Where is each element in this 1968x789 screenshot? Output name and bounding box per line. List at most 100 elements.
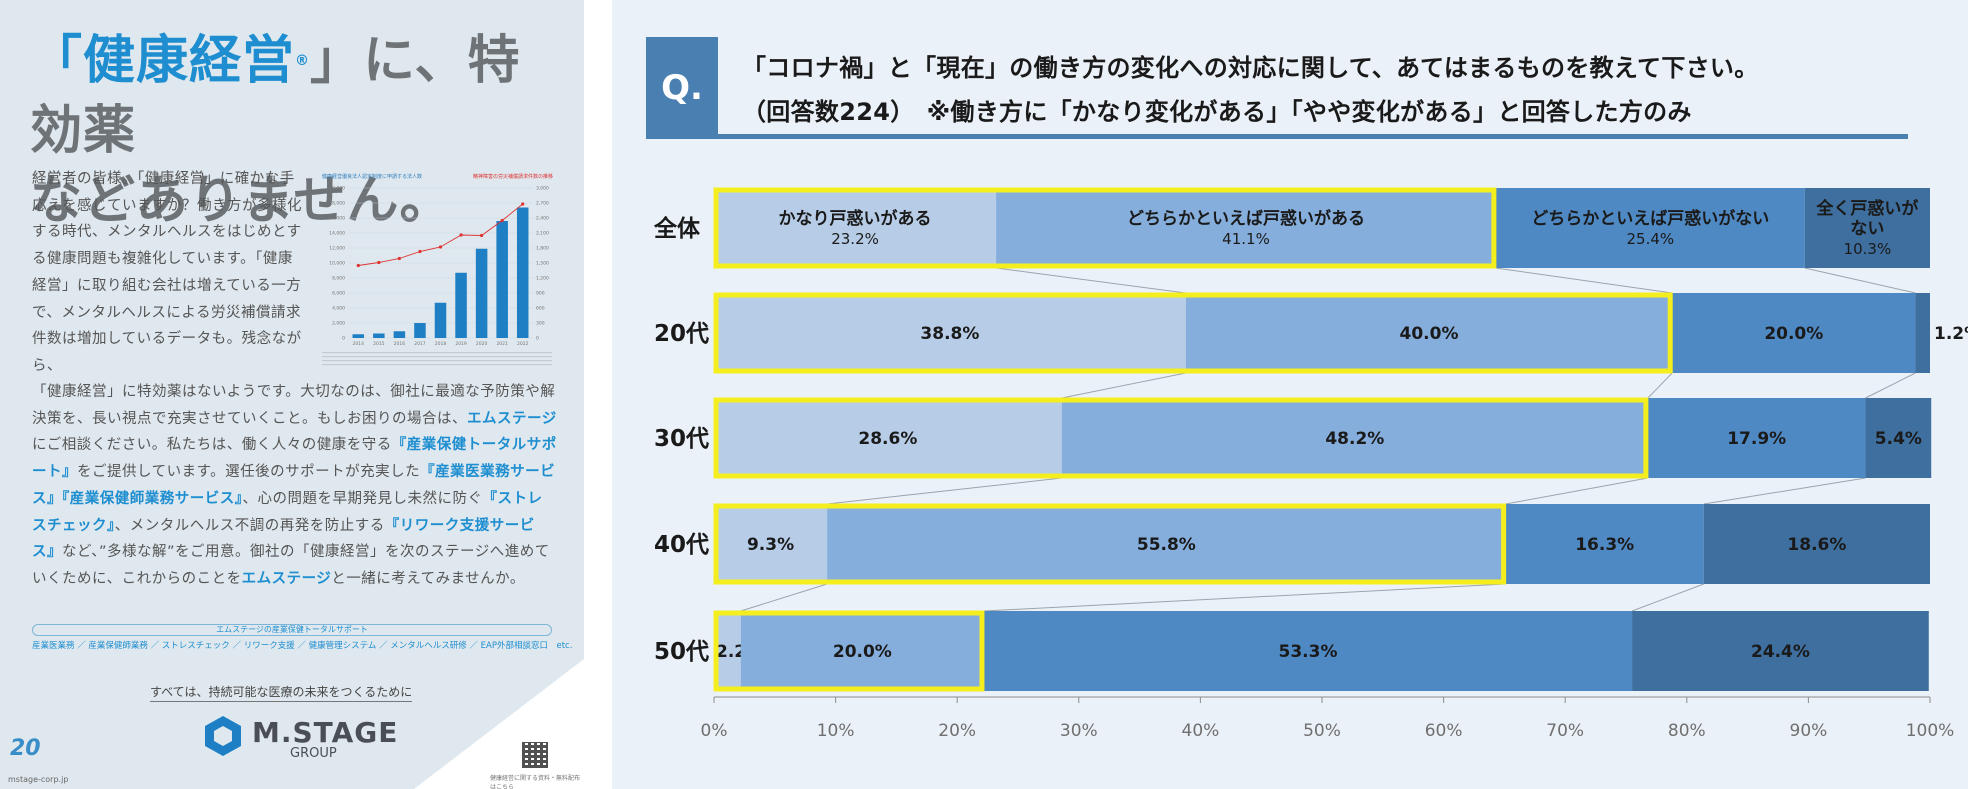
mini-footnote-line (322, 364, 552, 366)
x-tick-label: 70% (1546, 721, 1584, 741)
bar-segment (740, 611, 984, 691)
mini-left-tick: 16,000 (329, 216, 345, 222)
mini-left-tick: 18,000 (329, 201, 345, 207)
connector-line (996, 267, 1186, 294)
mini-left-tick: 14,000 (329, 231, 345, 237)
question-line-2: （回答数224） ※働き方に「かなり変化がある」「やや変化がある」と回答した方の… (742, 98, 1692, 126)
mini-left-tick: 8,000 (332, 276, 345, 282)
segment-value-label: 17.9% (1727, 429, 1786, 449)
mstage-logo: M.STAGE GROUP (202, 714, 397, 762)
mini-left-tick: 10,000 (329, 261, 345, 267)
segment-series-name: どちらかといえば戸惑いがない (1531, 208, 1769, 229)
question-text: 「コロナ禍」と「現在」の働き方の変化への対応に関して、あてはまるものを教えて下さ… (742, 46, 1922, 134)
x-tick-label: 50% (1303, 721, 1341, 741)
mini-bar (496, 221, 508, 338)
connector-line (1865, 372, 1916, 399)
connector-line (1804, 267, 1916, 294)
mini-year-label: 2020 (476, 341, 488, 347)
x-tick-label: 10% (817, 721, 855, 741)
x-tick-label: 90% (1790, 721, 1828, 741)
bar-segment (1061, 398, 1648, 478)
x-tick-label: 60% (1425, 721, 1463, 741)
highlight-frame (713, 397, 1649, 479)
mini-bar (414, 323, 426, 338)
body-highlight: 『産業医業務サービス』『産業保健師業務サービス』 (32, 464, 556, 507)
mini-left-tick: 2,000 (332, 321, 345, 327)
category-label: 40代 (654, 532, 709, 558)
body-text: 、メンタルヘルス不調の再発を防止する (114, 517, 385, 534)
headline-line2: などありません。 (30, 171, 453, 231)
segment-value-label: 18.6% (1787, 535, 1846, 555)
x-tick-label: 100% (1906, 721, 1955, 741)
mini-line-point (438, 245, 443, 249)
x-tick-label: 80% (1668, 721, 1706, 741)
ad-body-paragraph-1: 経営者の皆様。「健康経営」に確かな手応えを感じていますか？働き方が多様化する時代… (32, 171, 302, 374)
mini-right-tick: 300 (536, 321, 545, 327)
ad-panel: 「健康経営®」に、特効薬 などありません。 経営者の皆様。「健康経営」に確かな手… (0, 0, 584, 789)
bar-segment (827, 504, 1506, 584)
connector-line (1631, 583, 1705, 612)
segment-value-label: 41.1% (1222, 230, 1270, 248)
qr-note: 健康経営に関する資料・無料配布はこちら (490, 775, 581, 789)
category-label: 30代 (654, 426, 709, 452)
bar-segment (1505, 504, 1704, 584)
mini-left-tick: 4,000 (332, 306, 345, 312)
segment-series-name: かなり戸惑いがある (779, 208, 932, 229)
mini-year-label: 2015 (373, 341, 385, 347)
connector-line (740, 583, 828, 612)
x-tick-label: 40% (1182, 721, 1220, 741)
mini-right-tick: 600 (536, 306, 545, 312)
mini-bar (434, 302, 447, 338)
registered-mark: ® (295, 53, 311, 69)
body-text: と一緒に考えてみませんか。 (331, 570, 525, 587)
bar-segment (1915, 293, 1930, 373)
connector-line (1061, 372, 1186, 399)
mini-right-tick: 3,000 (536, 186, 549, 192)
highlight-frame (713, 292, 1673, 374)
highlight-frame (713, 187, 1497, 269)
bar-segment (1804, 188, 1930, 268)
mini-bar (475, 248, 488, 338)
ad-tagline: すべては、持続可能な医療の未来をつくるために (150, 683, 413, 702)
mini-year-label: 2017 (414, 341, 426, 347)
mini-right-tick: 0 (536, 336, 539, 342)
category-label: 50代 (654, 639, 709, 665)
bar-segment (714, 398, 1062, 478)
bar-segment (1495, 188, 1805, 268)
mini-line-point (418, 249, 422, 254)
mini-left-tick: 6,000 (332, 291, 345, 297)
category-label: 20代 (654, 321, 709, 347)
bar-segment (983, 611, 1633, 691)
segment-value-label: 10.3% (1844, 240, 1892, 258)
qr-code-icon[interactable] (522, 742, 548, 768)
mini-line-point (521, 202, 525, 206)
ad-url[interactable]: mstage-corp.jp (8, 775, 69, 784)
bar-segment (1632, 611, 1929, 691)
service-list: 産業医業務 ／ 産業保健師業務 ／ ストレスチェック ／ リワーク支援 ／ 健康… (32, 641, 573, 651)
mini-right-tick: 2,700 (536, 201, 549, 207)
segment-value-label: 28.6% (858, 429, 917, 449)
highlight-frame (713, 503, 1507, 585)
bar-segment (1185, 293, 1673, 373)
ad-headline: 「健康経営®」に、特効薬 などありません。 (30, 26, 570, 236)
x-tick-label: 30% (1060, 721, 1098, 741)
mini-bar (455, 272, 467, 338)
segment-value-label: 24.4% (1751, 642, 1810, 662)
bar-segment (1703, 504, 1930, 584)
body-highlight: 『リワーク支援サービス』 (32, 517, 535, 561)
segment-value-label: 16.3% (1575, 535, 1634, 555)
logo-group: GROUP (290, 746, 337, 761)
mini-line-point (377, 260, 381, 265)
mini-year-label: 2014 (353, 341, 365, 347)
mini-right-tick: 1,500 (536, 261, 549, 267)
mini-year-label: 2022 (517, 341, 529, 347)
question-underline (646, 134, 1908, 139)
logo-name: M.STAGE (252, 716, 399, 749)
mini-footnote-line (322, 356, 552, 358)
headline-rest: 」に、特効薬 (30, 31, 521, 161)
mini-left-tick: 12,000 (329, 246, 345, 252)
mini-line-point (480, 233, 484, 238)
anniversary-badge: 20 (10, 736, 41, 761)
